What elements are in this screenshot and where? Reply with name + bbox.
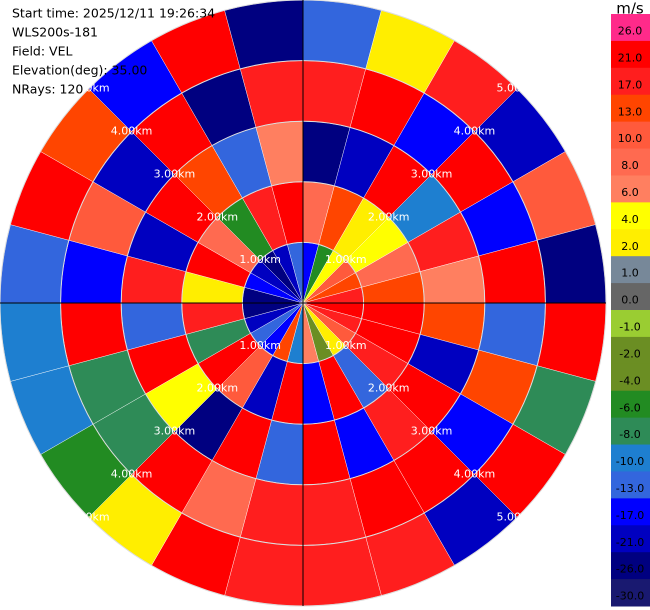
range-label: 2.00km bbox=[368, 210, 410, 223]
colorbar-bin bbox=[611, 336, 650, 365]
header-text: WLS200s-181 bbox=[12, 25, 98, 40]
colorbar-tick-label: -8.0 bbox=[619, 428, 640, 441]
range-label: 1.00km bbox=[239, 253, 281, 266]
header-text: Elevation(deg): 35.00 bbox=[12, 63, 147, 78]
range-label: 5.00km bbox=[68, 510, 110, 523]
colorbar-tick-label: 4.0 bbox=[621, 213, 639, 226]
colorbar-bin bbox=[611, 94, 650, 123]
colorbar-tick-label: -13.0 bbox=[616, 482, 644, 495]
range-label: 3.00km bbox=[411, 425, 453, 438]
range-label: 3.00km bbox=[154, 425, 196, 438]
colorbar-tick-label: -4.0 bbox=[619, 374, 640, 387]
colorbar-bin bbox=[611, 363, 650, 392]
range-label: 1.00km bbox=[325, 253, 367, 266]
colorbar-tick-label: -6.0 bbox=[619, 401, 640, 414]
colorbar-bin bbox=[611, 579, 650, 607]
colorbar-bin bbox=[611, 310, 650, 338]
range-label: 4.00km bbox=[454, 467, 496, 480]
range-label: 2.00km bbox=[197, 210, 239, 223]
range-label: 2.00km bbox=[368, 382, 410, 395]
range-label: 1.00km bbox=[239, 339, 281, 352]
colorbar-tick-label: -1.0 bbox=[619, 321, 640, 334]
colorbar-bin bbox=[611, 498, 650, 526]
header-text: NRays: 120 bbox=[12, 82, 83, 97]
colorbar-bin bbox=[611, 40, 650, 69]
colorbar-tick-label: 1.0 bbox=[621, 267, 639, 280]
colorbar-tick-label: 13.0 bbox=[618, 105, 643, 118]
colorbar-tick-label: -30.0 bbox=[616, 590, 644, 603]
colorbar-tick-label: 8.0 bbox=[621, 159, 639, 172]
colorbar-bin bbox=[611, 148, 650, 176]
header-text: Start time: 2025/12/11 19:26:34 bbox=[12, 6, 215, 21]
colorbar-bin bbox=[611, 471, 650, 499]
colorbar-tick-label: -21.0 bbox=[616, 536, 644, 549]
colorbar-tick-label: -10.0 bbox=[616, 455, 644, 468]
colorbar-bin bbox=[611, 256, 650, 284]
colorbar-tick-label: 21.0 bbox=[618, 51, 643, 64]
colorbar-bin bbox=[611, 202, 650, 230]
colorbar-label: m/s bbox=[616, 0, 644, 18]
range-label: 5.00km bbox=[68, 82, 110, 95]
colorbar-bin bbox=[611, 229, 650, 257]
colorbar-bin bbox=[611, 121, 650, 150]
colorbar-bin bbox=[611, 67, 650, 96]
colorbar-bin bbox=[611, 283, 650, 311]
ppi-field bbox=[0, 0, 607, 607]
colorbar-bin bbox=[611, 175, 650, 203]
range-label: 4.00km bbox=[454, 125, 496, 138]
colorbar-tick-label: -17.0 bbox=[616, 509, 644, 522]
range-label: 5.00km bbox=[496, 510, 538, 523]
range-label: 1.00km bbox=[325, 339, 367, 352]
range-label: 4.00km bbox=[111, 125, 153, 138]
colorbar-bin bbox=[611, 444, 650, 472]
colorbar-bin bbox=[611, 552, 650, 580]
range-label: 2.00km bbox=[197, 382, 239, 395]
colorbar-tick-label: 17.0 bbox=[618, 78, 643, 91]
colorbar: m/s 26.0 21.0 17.0 13.0 10.0 8.0 6.0 4.0 2.0 1.0 0.… bbox=[611, 0, 650, 607]
header-text: Field: VEL bbox=[12, 44, 72, 59]
colorbar-tick-label: 6.0 bbox=[621, 186, 639, 199]
colorbar-bin bbox=[611, 525, 650, 553]
colorbar-tick-label: 2.0 bbox=[621, 240, 639, 253]
colorbar-bin bbox=[611, 14, 650, 42]
colorbar-tick-label: -2.0 bbox=[619, 347, 640, 360]
colorbar-bin bbox=[611, 390, 650, 419]
header: Start time: 2025/12/11 19:26:34 WLS200s-1… bbox=[12, 6, 215, 97]
colorbar-bin bbox=[611, 417, 650, 446]
range-label: 5.00km bbox=[496, 82, 538, 95]
range-label: 4.00km bbox=[111, 467, 153, 480]
colorbar-tick-label: 0.0 bbox=[621, 294, 639, 307]
range-label: 3.00km bbox=[411, 167, 453, 180]
colorbar-tick-label: 26.0 bbox=[618, 25, 643, 38]
range-label: 3.00km bbox=[154, 167, 196, 180]
colorbar-tick-label: -26.0 bbox=[616, 563, 644, 576]
colorbar-tick-label: 10.0 bbox=[618, 132, 643, 145]
